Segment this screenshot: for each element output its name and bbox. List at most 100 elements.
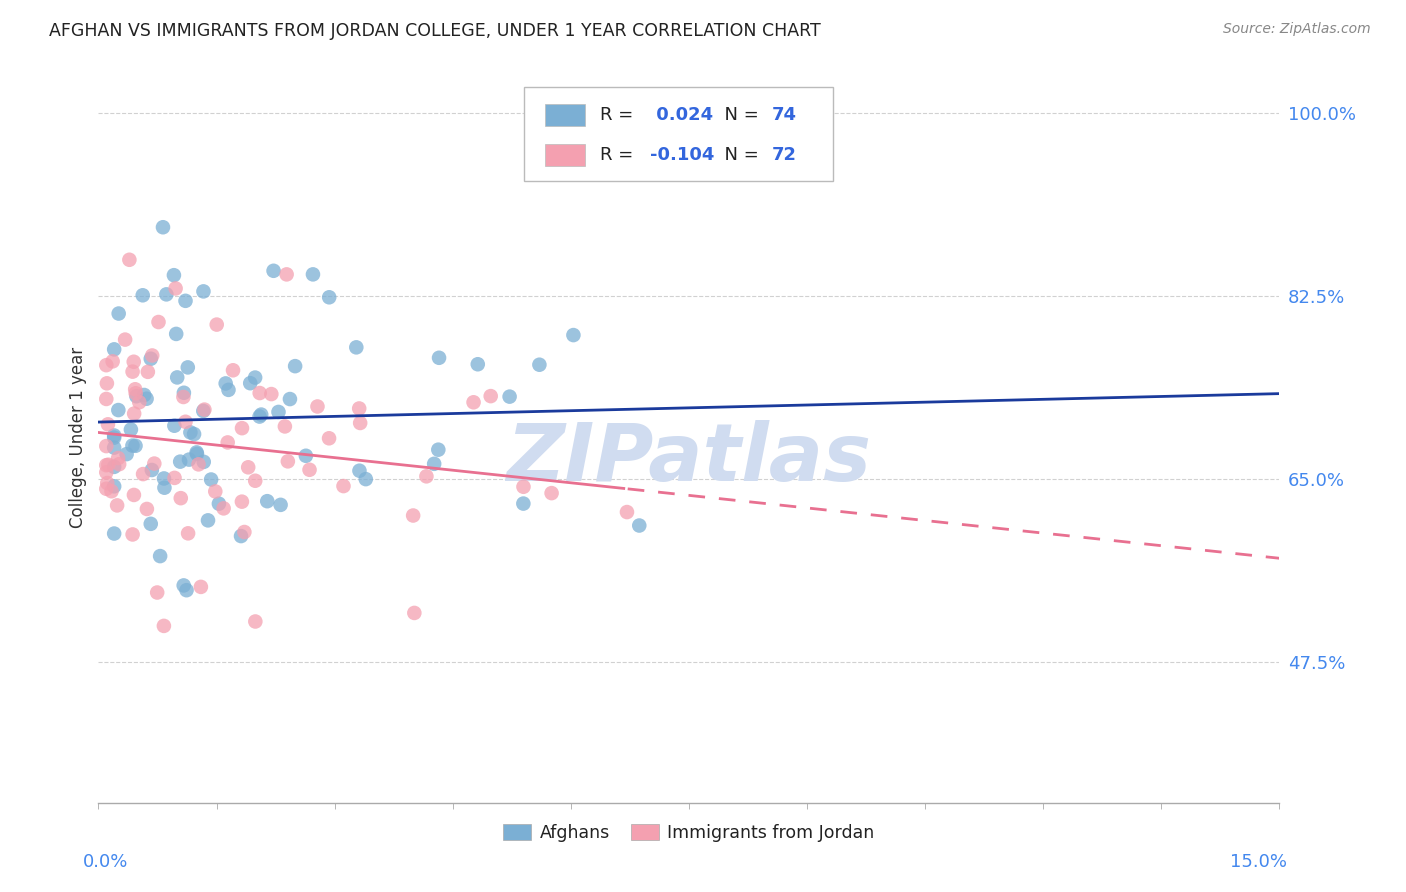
Point [128,395,150,409]
Point [295,449,318,463]
Point [163,268,186,283]
Point [139,351,162,366]
Point [302,268,325,282]
Text: N =: N = [713,146,763,164]
Text: ZIPatlas: ZIPatlas [506,420,872,498]
Point [170,491,193,505]
Point [165,326,187,341]
Point [332,479,354,493]
Point [479,389,502,403]
Point [97,458,120,472]
Text: R =: R = [600,106,640,124]
Point [103,431,125,445]
Point [141,349,163,363]
Point [177,526,200,541]
Point [136,365,159,379]
Point [463,395,485,409]
Point [427,351,450,365]
Point [96,476,118,491]
Point [263,264,285,278]
Point [540,486,562,500]
Point [115,447,138,461]
Point [231,421,253,435]
Point [169,455,191,469]
Point [148,315,170,329]
Point [101,354,124,368]
Point [212,501,235,516]
Point [318,290,340,304]
FancyBboxPatch shape [546,104,585,127]
Point [344,340,367,354]
Point [124,382,146,396]
Point [249,409,271,424]
Text: 72: 72 [772,146,797,164]
Point [121,439,143,453]
Point [141,463,163,477]
Point [205,318,228,332]
Point [186,445,208,459]
Point [512,497,534,511]
Point [134,388,156,402]
Point [118,252,141,267]
Point [155,287,177,301]
Point [239,376,262,391]
Point [139,516,162,531]
Point [174,293,197,308]
Point [238,460,260,475]
Point [245,474,267,488]
Text: 15.0%: 15.0% [1230,853,1288,871]
Y-axis label: College, Under 1 year: College, Under 1 year [69,346,87,528]
Point [616,505,638,519]
Point [276,268,298,282]
Text: 74: 74 [772,106,797,124]
Point [498,390,520,404]
Point [165,281,187,295]
Point [249,386,271,401]
Point [96,376,118,391]
Point [243,370,266,384]
Point [107,306,129,320]
Point [120,423,142,437]
Point [284,359,307,373]
Point [125,389,148,403]
Point [307,400,329,414]
Point [179,425,201,440]
Point [163,418,186,433]
Point [122,407,145,421]
Point [166,370,188,384]
Point [103,428,125,442]
Point [174,415,197,429]
Point [186,447,208,461]
Point [135,502,157,516]
Point [193,404,215,418]
Point [96,358,118,372]
Point [103,459,125,474]
Point [122,488,145,502]
Point [404,606,426,620]
Point [124,439,146,453]
Point [423,457,446,471]
Point [146,585,169,599]
Text: Source: ZipAtlas.com: Source: ZipAtlas.com [1223,22,1371,37]
Point [628,518,651,533]
Text: 0.0%: 0.0% [83,853,128,871]
Point [222,363,245,377]
Point [245,615,267,629]
Text: AFGHAN VS IMMIGRANTS FROM JORDAN COLLEGE, UNDER 1 YEAR CORRELATION CHART: AFGHAN VS IMMIGRANTS FROM JORDAN COLLEGE… [49,22,821,40]
Point [107,451,129,466]
Point [177,360,200,375]
Point [204,484,226,499]
Point [96,466,118,480]
Point [105,499,128,513]
Text: -0.104: -0.104 [650,146,714,164]
Point [231,494,253,508]
Point [318,431,340,445]
Point [153,619,176,633]
Point [215,376,238,391]
Point [96,392,118,406]
Point [153,481,176,495]
Point [100,484,122,499]
Point [250,408,273,422]
Point [187,458,209,472]
Point [190,580,212,594]
